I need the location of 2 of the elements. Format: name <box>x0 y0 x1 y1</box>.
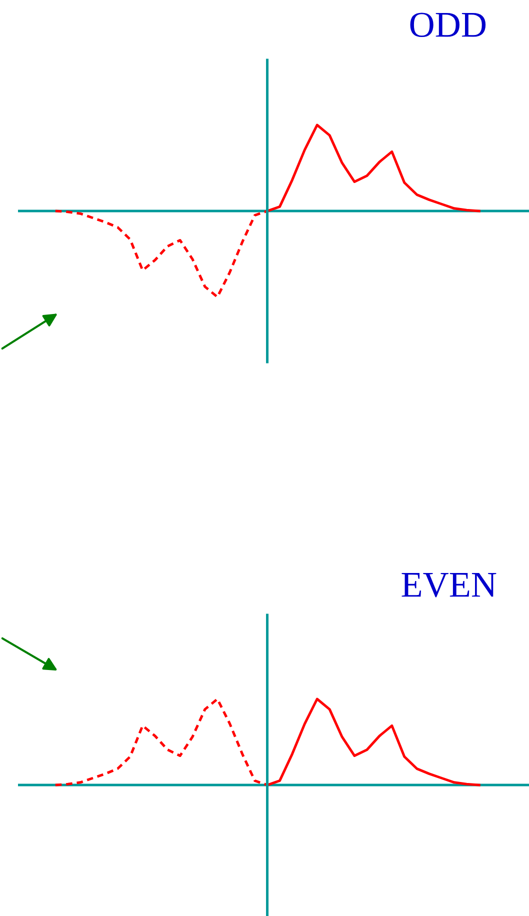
chart-title: ODD <box>410 12 486 38</box>
chart-title: EVEN <box>402 573 496 598</box>
